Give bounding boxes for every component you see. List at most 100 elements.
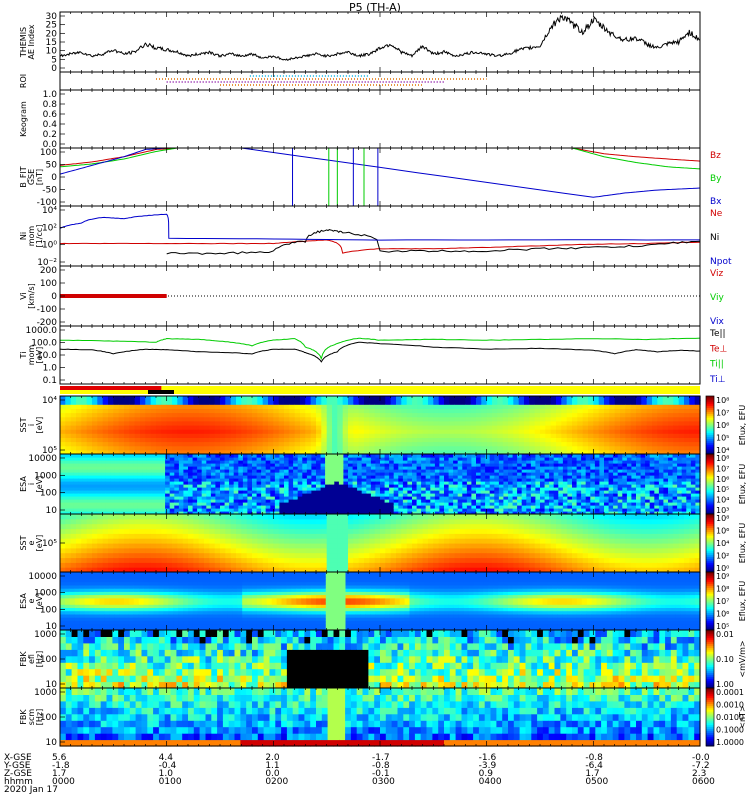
spectrogram-cell xyxy=(110,508,116,512)
spectrogram-cell xyxy=(640,484,646,488)
spectrogram-cell xyxy=(590,454,596,458)
spectrogram-cell xyxy=(146,454,153,458)
spectrogram-cell xyxy=(412,505,418,509)
spectrogram-cell xyxy=(370,487,377,491)
spectrogram-cell xyxy=(238,469,244,473)
spectrogram-cell xyxy=(609,449,616,455)
spectrogram-cell xyxy=(268,547,274,554)
spectrogram-cell xyxy=(92,508,98,512)
spectrogram-cell xyxy=(695,469,701,473)
spectrogram-cell xyxy=(81,404,88,409)
spectrogram-cell xyxy=(668,454,674,458)
spectrogram-cell xyxy=(690,493,697,497)
spectrogram-cell xyxy=(265,457,271,461)
spectrogram-cell xyxy=(82,457,89,461)
spectrogram-cell xyxy=(608,499,614,503)
spectrogram-cell xyxy=(508,408,514,414)
spectrogram-cell xyxy=(86,562,93,568)
spectrogram-cell xyxy=(521,484,527,488)
spectrogram-cell xyxy=(305,396,312,401)
spectrogram-cell xyxy=(182,514,189,520)
spectrogram-cell xyxy=(137,493,143,497)
spectrogram-cell xyxy=(370,472,377,476)
spectrogram-cell xyxy=(695,463,701,467)
spectrogram-cell xyxy=(375,466,381,470)
spectrogram-cell xyxy=(70,412,77,418)
spectrogram-cell xyxy=(375,469,381,473)
spectrogram-cell xyxy=(102,567,109,573)
spectrogram-cell xyxy=(69,478,75,482)
spectrogram-cell xyxy=(284,496,290,500)
spectrogram-cell xyxy=(193,396,200,401)
spectrogram-cell xyxy=(534,412,541,418)
spectrogram-cell xyxy=(517,481,523,485)
spectrogram-cell xyxy=(124,433,130,438)
spectrogram-cell xyxy=(694,437,701,443)
spectrogram-cell xyxy=(518,449,525,455)
spectrogram-cell xyxy=(320,478,326,482)
spectrogram-cell xyxy=(151,472,157,476)
spectrogram-cell xyxy=(188,552,194,559)
spectrogram-cell xyxy=(393,484,399,488)
spectrogram-cell xyxy=(97,514,104,520)
spectrogram-cell xyxy=(325,460,331,464)
spectrogram-cell xyxy=(599,511,605,515)
spectrogram-cell xyxy=(690,463,697,467)
spectrogram-cell xyxy=(178,490,185,494)
spectrogram-cell xyxy=(241,533,248,539)
spectrogram-cell xyxy=(361,502,367,506)
spectrogram-cell xyxy=(337,429,344,434)
spectrogram-cell xyxy=(489,496,495,500)
spectrogram-cell xyxy=(636,478,642,482)
spectrogram-cell xyxy=(690,484,697,488)
spectrogram-cell xyxy=(540,429,546,434)
spectrogram-cell xyxy=(673,412,680,418)
spectrogram-cell xyxy=(396,425,402,430)
spectrogram-cell xyxy=(689,433,696,438)
spectrogram-cell xyxy=(192,466,198,470)
spectrogram-cell xyxy=(370,502,377,506)
spectrogram-cell xyxy=(225,441,232,447)
spectrogram-cell xyxy=(393,469,399,473)
spectrogram-cell xyxy=(672,505,678,509)
spectrogram-cell xyxy=(137,466,143,470)
spectrogram-cell xyxy=(512,478,518,482)
spectrogram-cell xyxy=(188,528,194,534)
spectrogram-cell xyxy=(613,454,619,458)
spectrogram-cell xyxy=(284,552,290,559)
spectrogram-cell xyxy=(87,490,93,494)
spectrogram-cell xyxy=(246,412,253,418)
spectrogram-cell xyxy=(338,475,345,479)
spectrogram-cell xyxy=(233,484,239,488)
spectrogram-cell xyxy=(92,437,98,443)
spectrogram-cell xyxy=(118,437,125,443)
spectrogram-cell xyxy=(492,400,498,405)
spectrogram-cell xyxy=(334,466,340,470)
spectrogram-cell xyxy=(526,481,532,485)
spectrogram-cell xyxy=(690,454,697,458)
spectrogram-cell xyxy=(124,445,130,451)
spectrogram-cell xyxy=(329,463,335,467)
spectrogram-cell xyxy=(512,487,518,491)
spectrogram-cell xyxy=(357,493,363,497)
spectrogram-cell xyxy=(556,404,562,409)
spectrogram-cell xyxy=(209,433,216,438)
spectrogram-cell xyxy=(608,469,614,473)
spectrogram-cell xyxy=(60,511,66,515)
spectrogram-cell xyxy=(549,511,555,515)
spectrogram-cell xyxy=(471,457,477,461)
spectrogram-cell xyxy=(689,429,696,434)
spectrogram-cell xyxy=(544,511,550,515)
spectrogram-cell xyxy=(129,518,136,525)
spectrogram-cell xyxy=(65,547,72,554)
spectrogram-cell xyxy=(673,441,680,447)
spectrogram-cell xyxy=(174,481,180,485)
spectrogram-cell xyxy=(316,463,322,467)
spectrogram-cell xyxy=(305,445,312,451)
spectrogram-cell xyxy=(278,567,285,573)
spectrogram-cell xyxy=(343,508,349,512)
spectrogram-cell xyxy=(65,528,72,534)
spectrogram-cell xyxy=(183,502,189,506)
spectrogram-cell xyxy=(668,493,674,497)
spectrogram-cell xyxy=(220,552,226,559)
